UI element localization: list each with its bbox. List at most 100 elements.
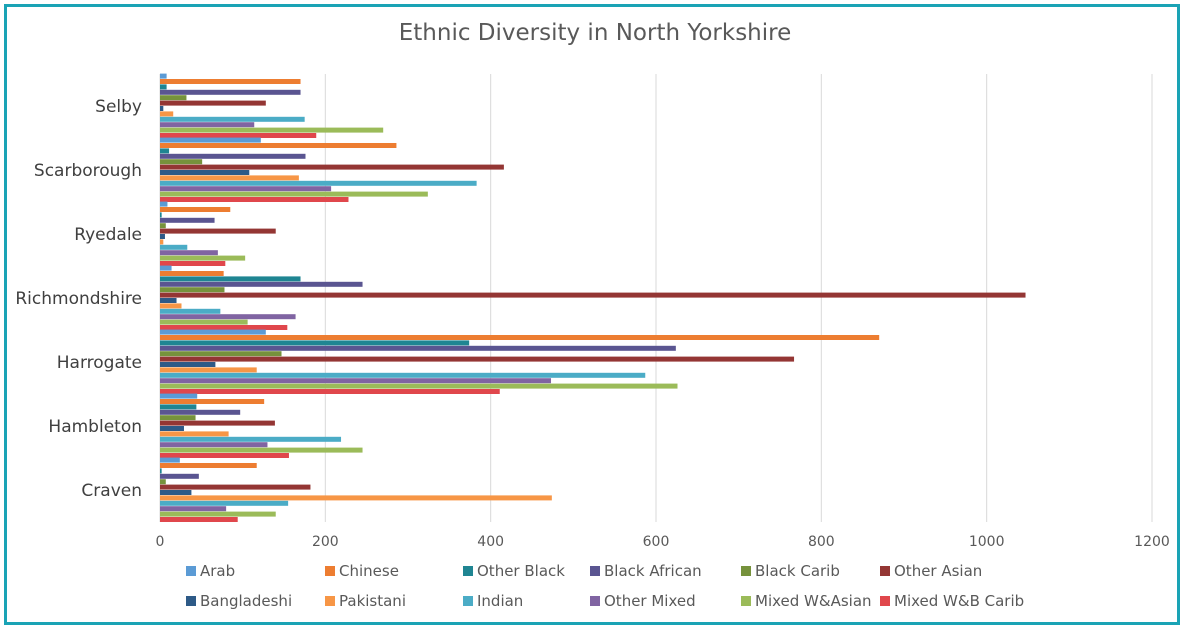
bar (160, 223, 166, 229)
bar (160, 404, 197, 410)
bar (160, 351, 282, 357)
bar (160, 73, 167, 79)
bar (160, 111, 174, 117)
category-label: Harrogate (57, 353, 142, 373)
legend-swatch (463, 596, 473, 606)
bar (160, 372, 646, 378)
legend-entry: Bangladeshi (200, 592, 292, 610)
x-tick-label: 400 (477, 534, 504, 550)
bar (160, 197, 349, 202)
x-tick-label: 1000 (969, 534, 1005, 550)
bar (160, 345, 676, 351)
bar (160, 79, 301, 84)
bar (160, 148, 170, 154)
bar (160, 389, 500, 394)
legend-swatch (741, 566, 751, 576)
legend-swatch (741, 596, 751, 606)
x-tick-label: 0 (156, 534, 165, 550)
bar (160, 250, 218, 256)
bar (160, 457, 180, 463)
category-label: Scarborough (34, 161, 142, 181)
bar (160, 436, 342, 442)
bar (160, 484, 311, 490)
bar (160, 281, 363, 287)
bar (160, 325, 288, 330)
bar (160, 95, 187, 101)
bar (160, 303, 182, 309)
bar (160, 415, 196, 421)
bar (160, 356, 795, 362)
legend-entry: Other Asian (894, 562, 982, 580)
legend-entry: Chinese (339, 562, 399, 580)
bar (160, 431, 229, 437)
x-tick-label: 800 (808, 534, 835, 550)
legend-entry: Black African (604, 562, 702, 580)
legend-entry: Pakistani (339, 592, 406, 610)
bar (160, 175, 299, 181)
bar (160, 383, 678, 389)
legend-entry: Mixed W&Asian (755, 592, 872, 610)
bar (160, 473, 199, 479)
bar (160, 170, 250, 175)
category-label: Richmondshire (15, 289, 142, 309)
legend-entry: Arab (200, 562, 235, 580)
bar (160, 164, 504, 170)
bar (160, 479, 166, 485)
bar (160, 212, 162, 218)
bar (160, 84, 167, 90)
bar (160, 127, 384, 133)
bar (160, 367, 257, 373)
bar (160, 255, 246, 261)
x-tick-label: 600 (643, 534, 670, 550)
bar (160, 244, 188, 250)
legend-swatch (590, 596, 600, 606)
bar (160, 100, 266, 106)
bar (160, 319, 248, 325)
bar (160, 116, 305, 122)
bar (160, 420, 275, 426)
gridlines (159, 74, 1153, 522)
bar (160, 409, 241, 415)
bar (160, 265, 172, 271)
bar (160, 239, 164, 245)
legend-entry: Indian (477, 592, 523, 610)
bar (160, 378, 552, 384)
legend-swatch (590, 566, 600, 576)
bar (160, 191, 428, 197)
bar (160, 511, 276, 517)
legend-entry: Other Black (477, 562, 565, 580)
bar (160, 122, 255, 128)
bar (160, 329, 266, 335)
bar (160, 468, 162, 474)
bar (160, 217, 215, 223)
bar (160, 201, 168, 207)
bar (160, 186, 332, 192)
legend-entry: Mixed W&B Carib (894, 592, 1024, 610)
bar (160, 340, 470, 346)
legend-swatch (325, 596, 335, 606)
category-label: Selby (95, 97, 142, 117)
bar (160, 362, 216, 367)
bar (160, 89, 301, 95)
bars (160, 73, 1026, 522)
bar (160, 490, 192, 495)
legend-swatch (325, 566, 335, 576)
x-tick-labels: 0 200 400 600 800 1000 1200 (156, 534, 1170, 550)
bar (160, 153, 306, 159)
bar (160, 234, 165, 239)
bar (160, 271, 224, 276)
legend-swatch (186, 566, 196, 576)
chart-title: Ethnic Diversity in North Yorkshire (398, 20, 792, 46)
bar (160, 335, 880, 340)
legend-entry: Other Mixed (604, 592, 696, 610)
legend: Arab Chinese Other Black Black African Black… (186, 562, 1024, 610)
bar (160, 447, 363, 453)
category-label: Ryedale (74, 225, 142, 245)
bar (160, 180, 477, 186)
bar (160, 133, 317, 138)
bar (160, 453, 289, 458)
bar (160, 463, 257, 468)
legend-swatch (880, 596, 890, 606)
bar (160, 393, 198, 399)
